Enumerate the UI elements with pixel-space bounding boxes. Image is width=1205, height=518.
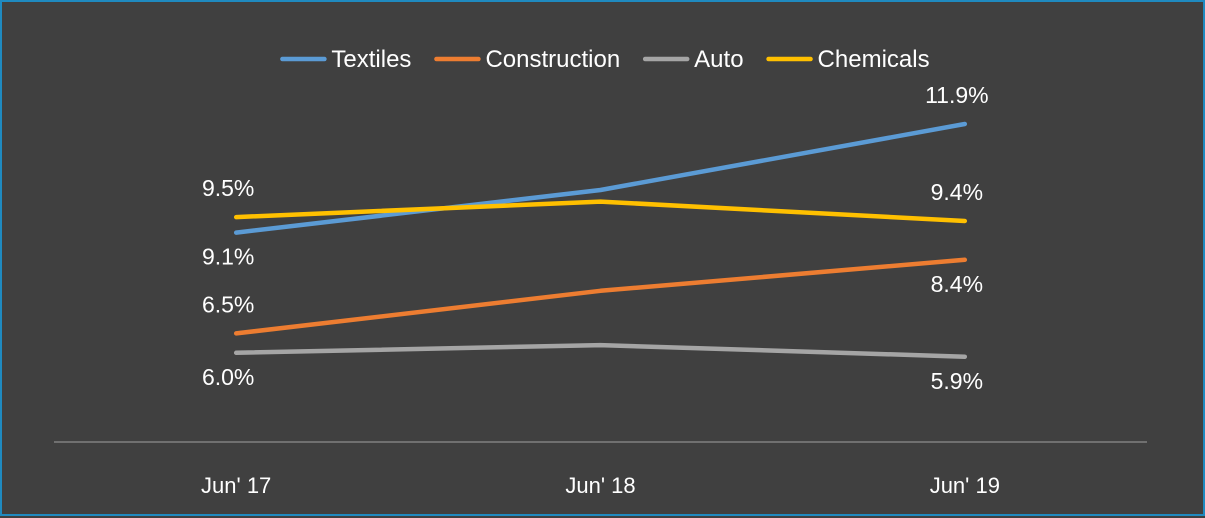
series-line-textiles xyxy=(233,121,968,235)
x-tick-label-jun-18: Jun' 18 xyxy=(565,473,635,498)
data-label-textiles-jun-19: 11.9% xyxy=(925,82,989,108)
data-label-construction-jun-17: 6.5% xyxy=(202,292,254,318)
series-line-auto xyxy=(233,342,968,359)
data-label-auto-jun-19: 5.9% xyxy=(931,368,983,394)
legend-label-construction: Construction xyxy=(485,46,620,73)
data-label-textiles-jun-17: 9.1% xyxy=(202,244,254,270)
series-line-chemicals xyxy=(233,199,968,224)
legend-label-textiles: Textiles xyxy=(331,46,411,73)
legend-label-auto: Auto xyxy=(694,46,743,73)
data-label-chemicals-jun-19: 9.4% xyxy=(931,179,983,205)
data-label-auto-jun-17: 6.0% xyxy=(202,364,254,390)
x-tick-label-jun-17: Jun' 17 xyxy=(201,473,271,498)
data-label-construction-jun-19: 8.4% xyxy=(931,271,983,297)
legend-label-chemicals: Chemicals xyxy=(818,46,930,73)
data-label-chemicals-jun-17: 9.5% xyxy=(202,175,254,201)
x-tick-label-jun-19: Jun' 19 xyxy=(930,473,1000,498)
series-line-construction xyxy=(233,257,968,336)
